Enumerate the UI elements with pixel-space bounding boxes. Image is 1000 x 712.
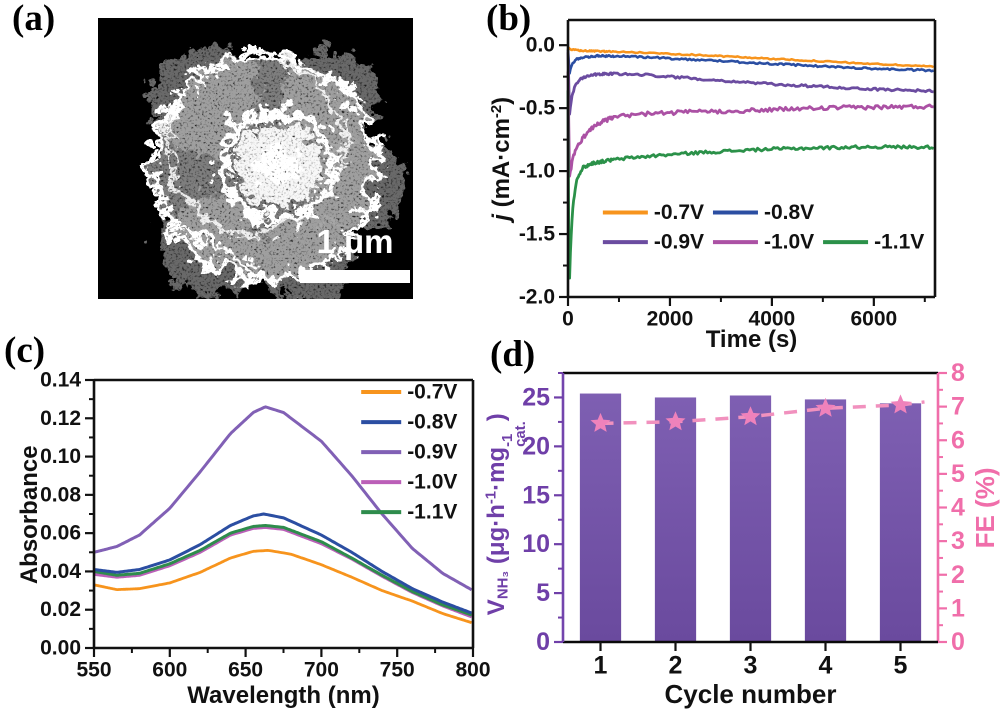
svg-text:800: 800 — [455, 658, 490, 681]
svg-text:-1.1V: -1.1V — [407, 501, 457, 524]
svg-text:-0.7V: -0.7V — [407, 381, 457, 404]
svg-text:-1.0: -1.0 — [519, 160, 555, 183]
sem-particle — [142, 38, 396, 299]
panel-c-label: (c) — [4, 330, 46, 371]
panel-b-label: (b) — [486, 0, 532, 39]
svg-text:600: 600 — [152, 658, 187, 681]
svg-text:0: 0 — [951, 628, 965, 656]
svg-text:6: 6 — [951, 426, 965, 454]
chart-c-absorbance-spectra: 550 600 650 700 750 800 0.00 0.02 0.04 0.06 0.08 0.… — [0, 340, 490, 712]
svg-text:750: 750 — [380, 658, 415, 681]
svg-text:0: 0 — [536, 628, 550, 656]
svg-text:-0.7V: -0.7V — [654, 201, 704, 224]
svg-text:2000: 2000 — [647, 307, 694, 330]
svg-text:5: 5 — [536, 579, 550, 607]
panel-a-label: (a) — [12, 0, 56, 39]
chart-b-chronoamperometry: 0 2000 4000 6000 0.0 -0.5 -1.0 -1.5 -2.0 -0.7V -0.… — [470, 0, 970, 355]
svg-text:0.14: 0.14 — [40, 369, 81, 392]
svg-text:10: 10 — [522, 530, 550, 558]
svg-text:-0.8V: -0.8V — [407, 411, 457, 434]
svg-text:-1.0V: -1.0V — [407, 471, 457, 494]
svg-text:-0.8V: -0.8V — [764, 201, 814, 224]
svg-text:0.06: 0.06 — [40, 522, 81, 545]
svg-text:0.12: 0.12 — [40, 407, 81, 430]
sem-image: 1 μm — [98, 18, 413, 299]
scale-bar-label: 1 μm — [316, 223, 394, 260]
svg-text:-1.1V: -1.1V — [874, 231, 924, 254]
svg-text:-2.0: -2.0 — [519, 286, 555, 309]
svg-text:0.00: 0.00 — [40, 637, 81, 660]
svg-text:6000: 6000 — [850, 307, 897, 330]
svg-text:0.04: 0.04 — [40, 560, 81, 583]
svg-text:3: 3 — [951, 527, 965, 555]
svg-text:-0.5: -0.5 — [519, 97, 556, 120]
svg-text:-1.0V: -1.0V — [764, 231, 814, 254]
svg-text:-1.5: -1.5 — [519, 223, 556, 246]
svg-text:5: 5 — [894, 652, 908, 680]
svg-text:7: 7 — [951, 393, 965, 421]
svg-text:0.02: 0.02 — [40, 598, 81, 621]
svg-text:700: 700 — [304, 658, 339, 681]
svg-text:4: 4 — [951, 494, 965, 522]
svg-text:2: 2 — [951, 561, 965, 589]
svg-text:5: 5 — [951, 460, 965, 488]
svg-text:0.10: 0.10 — [40, 445, 81, 468]
svg-text:0.0: 0.0 — [526, 34, 555, 57]
svg-text:2: 2 — [669, 652, 683, 680]
svg-text:-0.9V: -0.9V — [654, 231, 704, 254]
svg-text:-0.9V: -0.9V — [407, 441, 457, 464]
svg-text:0.08: 0.08 — [40, 483, 81, 506]
svg-text:550: 550 — [76, 658, 111, 681]
svg-text:0: 0 — [562, 307, 574, 330]
sem-micrograph — [98, 18, 413, 299]
scale-bar — [300, 270, 410, 283]
svg-text:4000: 4000 — [749, 307, 796, 330]
svg-text:8: 8 — [951, 359, 965, 387]
svg-text:3: 3 — [744, 652, 758, 680]
panel-d-label: (d) — [490, 334, 536, 375]
svg-text:20: 20 — [522, 432, 550, 460]
svg-text:15: 15 — [522, 481, 550, 509]
chart-d-cycling-stability: 1 2 3 4 5 0 5 10 15 20 25 0 1 2 3 4 5 6 7 8 — [480, 340, 1000, 712]
svg-text:1: 1 — [951, 594, 965, 622]
svg-text:650: 650 — [228, 658, 263, 681]
svg-text:4: 4 — [819, 652, 833, 680]
svg-text:1: 1 — [594, 652, 608, 680]
svg-text:25: 25 — [522, 383, 550, 411]
